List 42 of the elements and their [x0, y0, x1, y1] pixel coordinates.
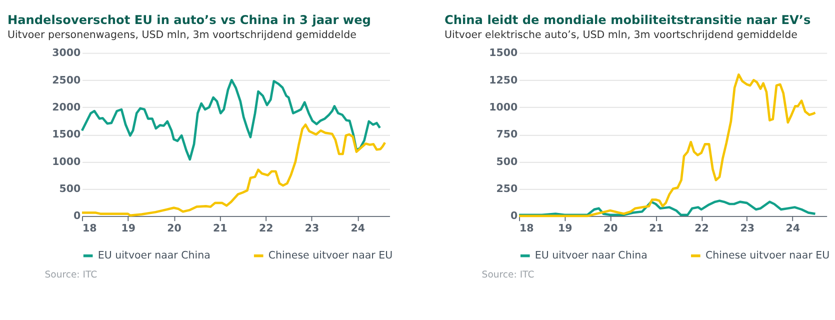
y-tick-label: 750 — [496, 128, 518, 141]
x-tick-label: 19 — [558, 222, 572, 234]
y-tick-label: 0 — [510, 210, 518, 222]
x-tick-label: 24 — [350, 222, 366, 234]
chart-title: Handelsoverschot EU in auto’s vs China in 3 jaar weg — [7, 12, 371, 27]
x-tick-label: 23 — [304, 222, 320, 234]
x-tick-label: 22 — [694, 222, 709, 234]
y-tick-label: 500 — [59, 183, 81, 196]
x-tick-label: 19 — [121, 222, 136, 234]
y-tick-label: 500 — [496, 156, 518, 168]
legend-label: Chinese uitvoer naar EU — [268, 250, 393, 262]
y-tick-label: 1000 — [489, 102, 518, 114]
y-tick-label: 1250 — [489, 74, 518, 86]
y-tick-label: 1500 — [489, 47, 518, 60]
x-tick-label: 20 — [604, 222, 618, 234]
legend-label: EU uitvoer naar China — [534, 250, 648, 262]
y-tick-label: 250 — [496, 183, 518, 196]
y-tick-label: 2500 — [52, 74, 81, 86]
y-tick-label: 1500 — [52, 128, 81, 141]
x-tick-label: 24 — [786, 222, 800, 234]
line-series — [80, 123, 386, 217]
chart-subtitle: Uitvoer personenwagens, USD mln, 3m voortschrijdend gemiddelde — [7, 28, 356, 41]
x-tick-label: 21 — [649, 222, 664, 234]
x-tick-label: 18 — [520, 222, 534, 234]
y-tick-label: 0 — [73, 210, 81, 222]
x-tick-label: 18 — [82, 222, 97, 234]
y-tick-label: 3000 — [52, 47, 81, 60]
line-series — [518, 200, 816, 216]
y-tick-label: 2000 — [52, 102, 81, 114]
line-series — [80, 78, 382, 161]
x-tick-label: 23 — [740, 222, 754, 234]
y-tick-label: 1000 — [52, 156, 81, 168]
chart-subtitle: Uitvoer elektrische auto’s, USD mln, 3m voortschrijdend gemiddelde — [444, 28, 798, 41]
chart-title: China leidt de mondiale mobiliteitstransitie naar EV’s — [444, 12, 811, 27]
x-tick-label: 22 — [258, 222, 274, 234]
source-note: Source: ITC — [44, 269, 98, 280]
legend-label: EU uitvoer naar China — [98, 250, 210, 262]
legend-label: Chinese uitvoer naar EU — [705, 250, 830, 262]
x-tick-label: 21 — [213, 222, 228, 234]
line-series — [518, 73, 816, 218]
x-tick-label: 20 — [167, 222, 182, 234]
source-note: Source: ITC — [482, 269, 534, 280]
